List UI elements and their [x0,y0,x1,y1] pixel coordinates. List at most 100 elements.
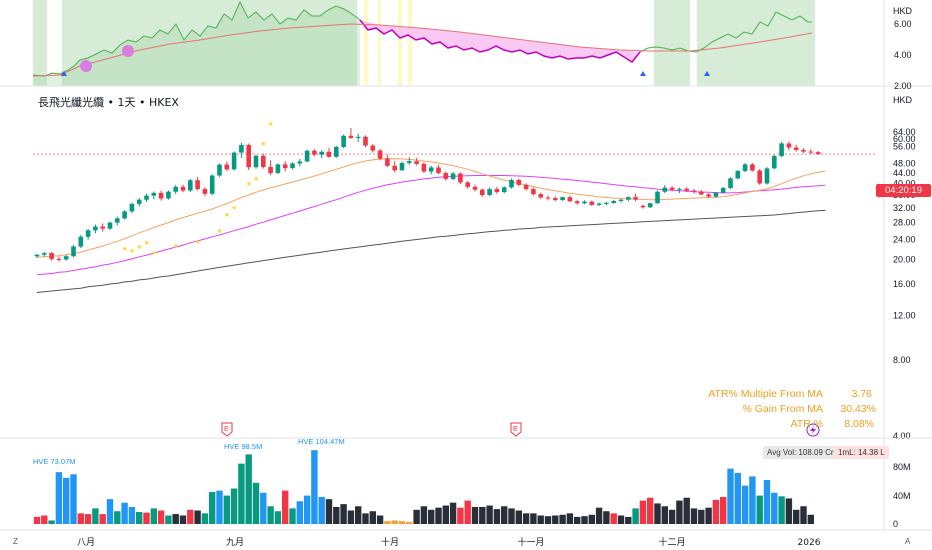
top-currency-label: HKD [893,6,913,16]
volume-bar [647,497,654,524]
footer-right-label[interactable]: A [905,537,911,546]
volume-bar [179,515,187,524]
candle-body [596,203,602,205]
candle-body [282,164,288,169]
volume-bar [668,509,676,524]
volume-bar [449,502,457,524]
y-tick-label: 60.00 [893,134,916,144]
volume-bar [143,512,150,524]
candle-body [772,155,777,169]
top-indicator-pane: 6.00 4.00 2.00 [0,0,932,91]
y-tick-label: 56.00 [893,142,916,152]
volume-bar [544,516,552,524]
signal-markers: ★★★★★★★★★★★★★★E E [122,120,820,437]
candle-body [545,197,551,199]
volume-bar [471,506,479,524]
volume-bar [574,516,581,524]
candle-body [443,173,449,179]
candle-body [122,211,127,219]
candle-body [633,197,638,200]
volume-bar [800,506,807,524]
top-axis-tick: 4.00 [894,50,912,60]
candle-body [509,179,514,188]
volume-bar [690,508,698,524]
volume-bar [625,516,632,524]
volume-bar [639,500,647,524]
star-marker: ★ [144,239,150,247]
star-marker: ★ [151,249,157,257]
y-tick-label: 16.00 [893,279,916,289]
volume-bar [406,521,413,524]
top-yellow-band-1 [378,0,381,86]
top-band-2 [654,0,690,86]
volume-bar [398,521,406,524]
volume-bar [70,474,77,524]
volume-bar [260,492,267,524]
volume-bar [442,505,449,524]
candle-body [202,189,208,194]
volume-bar [712,499,720,524]
earnings-badge [510,422,522,437]
volume-pane: HVE 73.07M HVE 98.5M HVE 104.47M 0 40M 80M [0,437,932,529]
x-tick-label: 八月 [77,537,95,548]
candle-body [261,155,266,167]
candle-body [757,170,762,184]
candle-body [626,197,631,200]
volume-bar [457,507,464,524]
top-price-line-2 [639,11,812,53]
volume-bar [391,520,398,524]
y-tick-label: 20.00 [893,254,916,264]
candle-body [669,187,675,190]
candle-body [399,163,405,171]
volume-bar [763,479,771,524]
star-marker: ★ [122,245,128,253]
volume-bar [778,496,785,524]
candle-body [728,178,733,188]
footer-left-label[interactable]: Z [13,537,18,546]
atr-label: ATR % [790,418,823,430]
candle-body [523,184,529,190]
candle-body [779,143,784,156]
candle-body [742,164,748,172]
candle-body [334,146,339,157]
candle-body [421,163,427,172]
volume-bar [150,508,157,524]
volume-bar [194,510,201,524]
volume-bar [209,492,216,524]
volume-bar [369,511,376,524]
star-marker: ★ [231,204,237,212]
candle-body [217,164,222,176]
x-tick-label: 九月 [226,537,244,548]
candle-body [662,187,668,192]
volume-bar [274,511,282,524]
star-marker: ★ [260,140,266,148]
candle-body [297,161,303,164]
volume-bar [333,506,340,524]
volume-bar [793,509,800,524]
y-tick-label: 32.00 [893,203,916,213]
volume-bar [588,514,595,524]
top-dot-1 [80,60,92,72]
candle-body [246,145,251,168]
candle-body [735,171,741,179]
volume-bar [435,507,442,524]
candle-body [385,158,390,166]
top-band-0 [33,0,47,86]
ma-20-line [36,158,826,258]
hve-label: HVE 104.47M [298,437,345,446]
candle-body [531,189,536,195]
star-marker: ★ [136,243,142,251]
volume-bar [63,477,70,524]
volume-bar [501,506,508,524]
volume-bar [238,463,245,524]
star-marker: ★ [129,247,135,255]
volume-bar [603,511,610,524]
volume-bar [230,488,238,524]
candle-body [516,179,522,185]
volume-bar [807,514,814,524]
volume-bar [552,515,559,524]
candles [34,128,821,262]
top-yellow-band-2 [398,0,402,86]
ma-50-line [36,175,826,276]
volume-bar [252,482,260,524]
